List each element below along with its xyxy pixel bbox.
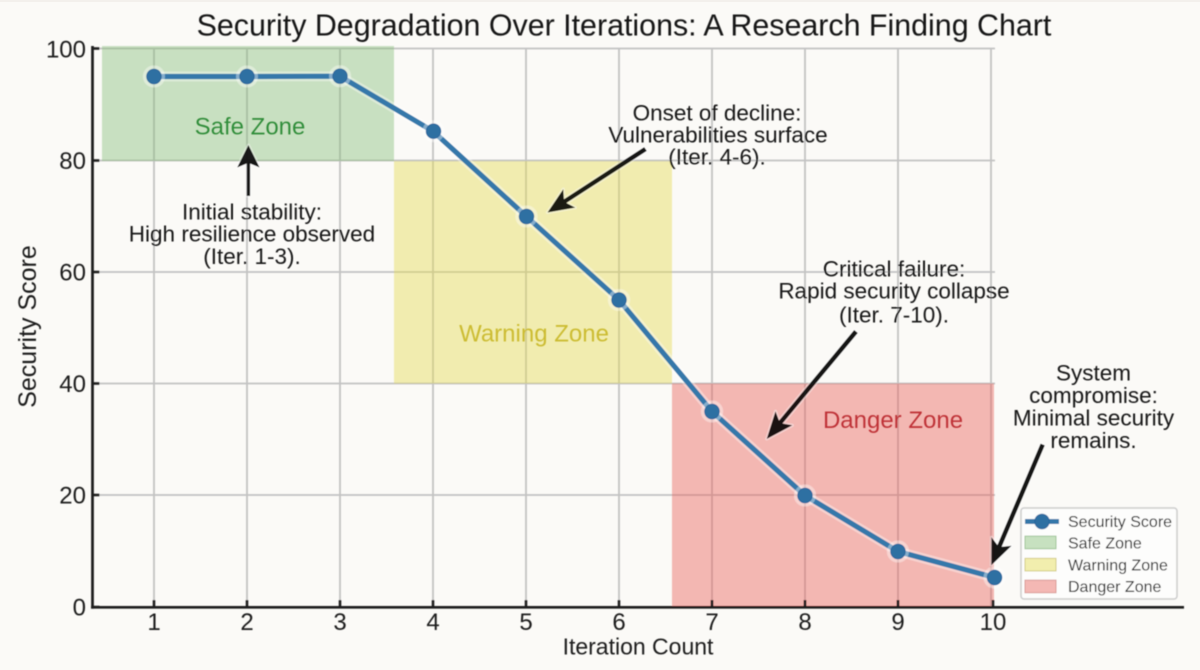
- svg-text:5: 5: [519, 609, 532, 636]
- svg-text:System: System: [1056, 361, 1131, 386]
- svg-text:3: 3: [333, 609, 346, 636]
- svg-text:4: 4: [426, 609, 439, 636]
- svg-text:9: 9: [891, 609, 904, 636]
- svg-text:Safe Zone: Safe Zone: [1068, 535, 1142, 552]
- svg-text:2: 2: [240, 609, 253, 636]
- svg-text:Iteration Count: Iteration Count: [563, 634, 714, 660]
- svg-text:(Iter. 1-3).: (Iter. 1-3).: [203, 244, 301, 269]
- svg-text:10: 10: [980, 609, 1007, 636]
- svg-text:Rapid security collapse: Rapid security collapse: [778, 279, 1009, 304]
- svg-text:Security Score: Security Score: [14, 245, 42, 408]
- svg-text:Vulnerabilities surface: Vulnerabilities surface: [608, 123, 827, 148]
- svg-text:40: 40: [59, 371, 86, 398]
- svg-text:Danger Zone: Danger Zone: [1068, 579, 1161, 596]
- svg-text:7: 7: [705, 609, 718, 636]
- svg-text:Critical failure:: Critical failure:: [823, 257, 966, 282]
- svg-text:60: 60: [59, 260, 86, 287]
- svg-text:Onset of decline:: Onset of decline:: [633, 101, 802, 126]
- svg-text:1: 1: [147, 609, 160, 636]
- svg-text:(Iter. 4-6).: (Iter. 4-6).: [668, 145, 766, 170]
- svg-text:(Iter. 7-10).: (Iter. 7-10).: [839, 303, 949, 328]
- svg-text:100: 100: [46, 37, 86, 64]
- svg-text:Security Degradation Over Iter: Security Degradation Over Iterations: A …: [197, 9, 1052, 43]
- svg-text:Initial stability:: Initial stability:: [182, 200, 322, 225]
- svg-text:80: 80: [59, 148, 86, 175]
- svg-text:Danger Zone: Danger Zone: [823, 407, 963, 434]
- svg-text:High resilience observed: High resilience observed: [129, 222, 375, 247]
- svg-text:20: 20: [59, 483, 86, 510]
- svg-text:Safe Zone: Safe Zone: [195, 114, 306, 141]
- svg-text:0: 0: [73, 595, 86, 622]
- svg-text:Minimal security: Minimal security: [1013, 406, 1175, 431]
- svg-text:Warning Zone: Warning Zone: [459, 321, 609, 348]
- svg-text:8: 8: [798, 609, 811, 636]
- svg-text:6: 6: [612, 609, 625, 636]
- svg-text:Security Score: Security Score: [1068, 514, 1172, 531]
- svg-text:Warning Zone: Warning Zone: [1068, 557, 1168, 574]
- svg-text:compromise:: compromise:: [1029, 383, 1158, 408]
- svg-text:remains.: remains.: [1050, 428, 1136, 453]
